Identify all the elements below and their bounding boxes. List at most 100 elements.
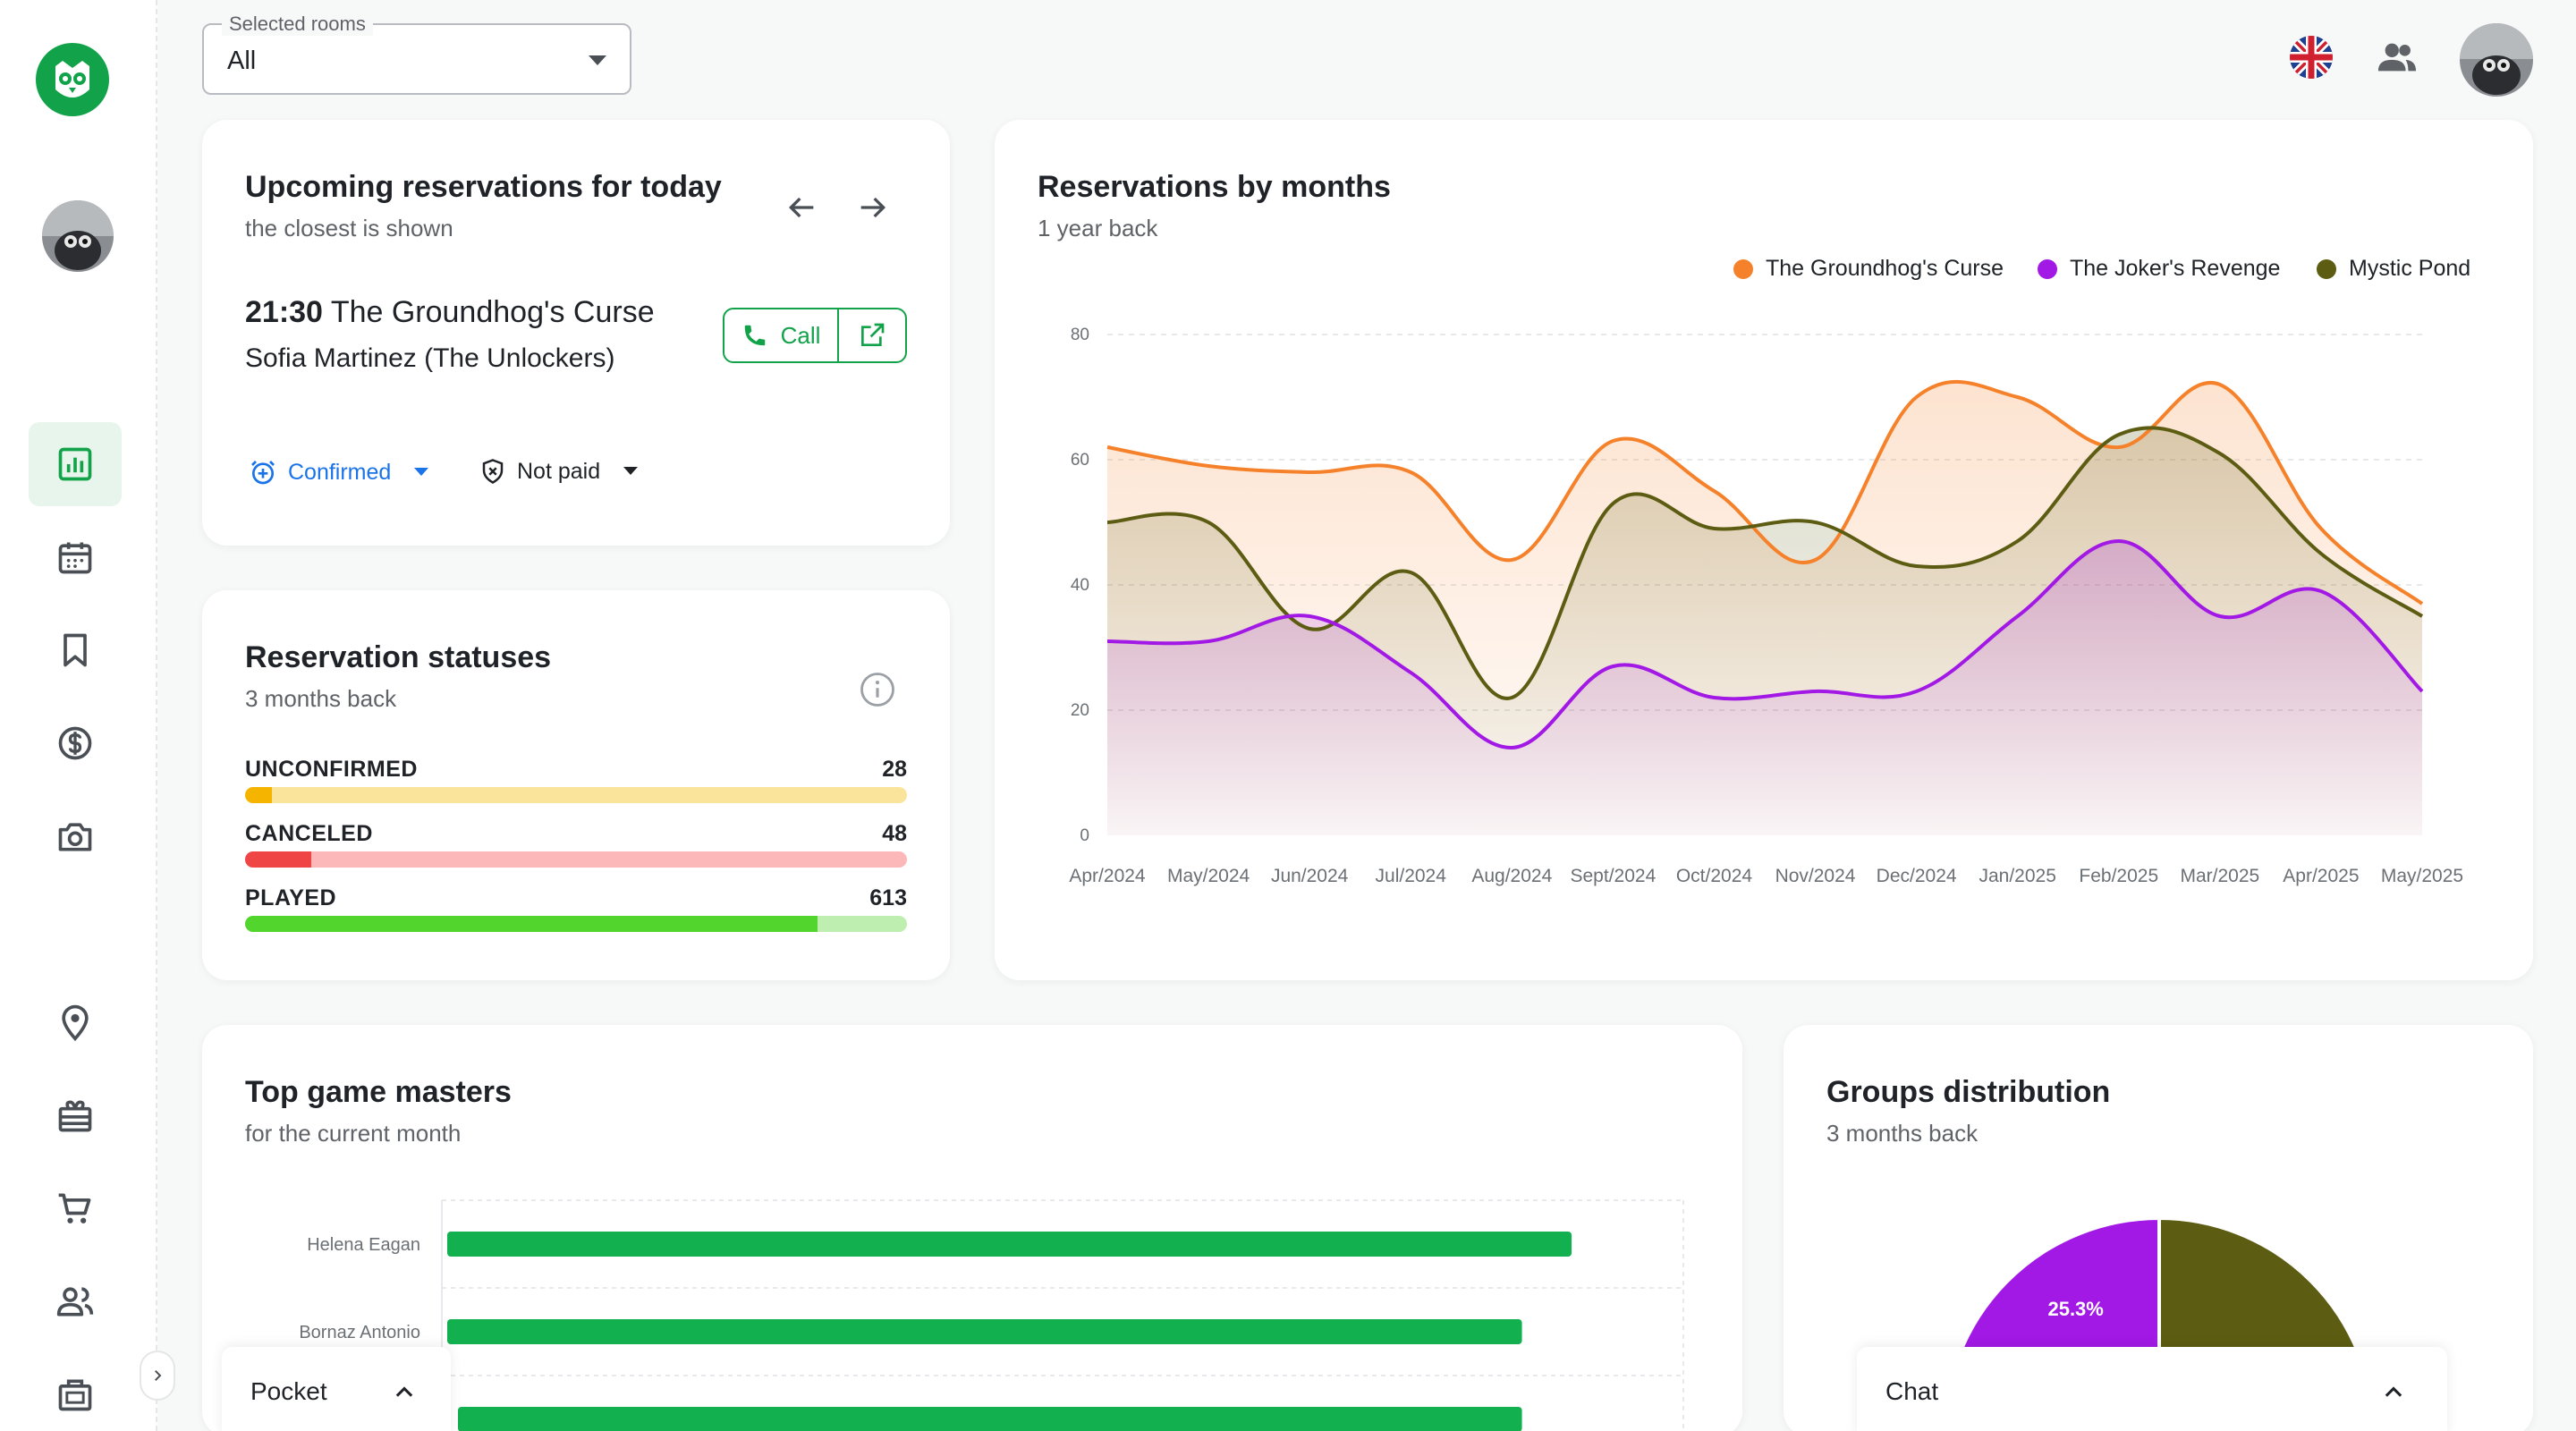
chat-panel[interactable]: Chat <box>1857 1347 2447 1431</box>
upcoming-subtitle: the closest is shown <box>245 215 453 241</box>
reservation-time-room: 21:30 The Groundhog's Curse <box>245 295 655 330</box>
nav-users[interactable] <box>29 1259 122 1343</box>
game-master-bar <box>447 1232 1572 1257</box>
open-reservation-button[interactable] <box>839 309 905 361</box>
legend-swatch <box>2317 258 2336 279</box>
language-button[interactable] <box>2286 32 2336 82</box>
x-tick-label: Jul/2024 <box>1376 866 1447 886</box>
contact-button-group: Call <box>723 308 907 363</box>
shield-x-icon <box>482 459 504 484</box>
status-value: 613 <box>869 885 907 910</box>
info-button[interactable] <box>859 671 896 713</box>
caret-down-icon <box>623 467 639 475</box>
status-label: CANCELED <box>245 821 373 846</box>
status-progress-fill <box>245 787 272 803</box>
series-area <box>1107 541 2422 835</box>
nav-calendar[interactable] <box>29 515 122 599</box>
y-tick-label: 60 <box>1071 451 1089 470</box>
x-tick-label: Dec/2024 <box>1877 866 1957 886</box>
team-button[interactable] <box>2372 32 2422 82</box>
previous-reservation-button[interactable] <box>780 186 823 229</box>
game-master-name: Helena Eagan <box>307 1235 420 1255</box>
legend-label: The Joker's Revenge <box>2070 256 2281 281</box>
series-line <box>1106 380 2424 605</box>
bar-chart-icon <box>58 447 92 481</box>
sidebar-avatar[interactable] <box>42 200 114 272</box>
nav-locations[interactable] <box>29 980 122 1064</box>
game-master-bar <box>458 1407 1522 1431</box>
nav-vouchers[interactable] <box>29 1073 122 1157</box>
x-tick-label: Nov/2024 <box>1775 866 1856 886</box>
reservations-by-months-card: Reservations by months 1 year back The G… <box>995 120 2533 980</box>
chat-label: Chat <box>1885 1377 1939 1405</box>
y-tick-label: 40 <box>1071 576 1089 595</box>
statuses-subtitle: 3 months back <box>245 685 397 712</box>
arrow-right-icon <box>860 197 886 218</box>
nav-bookmarks[interactable] <box>29 608 122 692</box>
reservation-statuses-card: Reservation statuses 3 months back UNCON… <box>202 590 950 980</box>
series-line <box>1106 538 2424 750</box>
legend-item[interactable]: Mystic Pond <box>2317 256 2470 282</box>
pocket-label: Pocket <box>250 1377 327 1405</box>
y-tick-label: 20 <box>1071 701 1089 720</box>
game-master-name: Bornaz Antonio <box>299 1323 420 1342</box>
room-select-label: Selected rooms <box>222 13 373 36</box>
status-value: 28 <box>882 757 907 782</box>
users-icon <box>2377 43 2417 72</box>
x-tick-label: Feb/2025 <box>2079 866 2158 886</box>
call-button-label: Call <box>780 321 821 349</box>
user-avatar[interactable] <box>2460 23 2533 97</box>
calendar-icon <box>58 542 92 574</box>
status-progress-bar <box>245 851 907 868</box>
room-select[interactable]: Selected rooms All <box>202 13 631 95</box>
groups-subtitle: 3 months back <box>1826 1120 1979 1147</box>
owl-logo-icon[interactable] <box>36 43 109 116</box>
bookmark-icon <box>64 633 87 667</box>
reservation-person: Sofia Martinez (The Unlockers) <box>245 343 615 373</box>
call-button[interactable]: Call <box>724 309 839 361</box>
game-master-bar <box>447 1319 1522 1344</box>
reservations-chart-title: Reservations by months <box>1038 170 1391 204</box>
nav-photos[interactable] <box>29 794 122 878</box>
x-tick-label: Apr/2025 <box>2283 866 2359 886</box>
reservations-chart-subtitle: 1 year back <box>1038 215 1158 241</box>
upcoming-reservations-card: Upcoming reservations for today the clos… <box>202 120 950 546</box>
game-masters-title: Top game masters <box>245 1075 512 1109</box>
chevron-up-icon <box>2385 1386 2402 1397</box>
caret-down-icon <box>414 468 429 476</box>
dollar-icon <box>58 726 92 760</box>
status-progress-bar <box>245 916 907 932</box>
nav-dashboard[interactable] <box>29 422 122 506</box>
x-tick-label: May/2024 <box>1167 866 1250 886</box>
sidebar <box>0 0 157 1431</box>
sidebar-collapse-button[interactable] <box>140 1351 175 1401</box>
confirmation-status-dropdown[interactable]: Confirmed <box>249 458 429 487</box>
status-value: 48 <box>882 821 907 846</box>
reservations-area-chart: 0 20 40 60 80 Apr/2024 May/2024 Jun/2024 Jul/202… <box>1069 326 2463 886</box>
nav-inventory[interactable] <box>29 1352 122 1431</box>
x-tick-label: Oct/2024 <box>1676 866 1753 886</box>
legend-item[interactable]: The Groundhog's Curse <box>1733 256 2004 282</box>
status-progress-bar <box>245 787 907 803</box>
payment-status-label: Not paid <box>517 458 601 484</box>
groups-title: Groups distribution <box>1826 1075 2111 1109</box>
next-reservation-button[interactable] <box>852 186 894 229</box>
x-tick-label: Aug/2024 <box>1471 866 1552 886</box>
confirmation-status-label: Confirmed <box>288 459 392 485</box>
uk-flag-icon <box>2290 36 2333 79</box>
legend-label: Mystic Pond <box>2349 256 2471 281</box>
status-progress-fill <box>245 851 311 868</box>
caret-down-icon <box>589 55 606 65</box>
box-icon <box>58 1379 92 1411</box>
series-line <box>1106 426 2424 700</box>
reservation-room: The Groundhog's Curse <box>330 295 655 329</box>
nav-shop[interactable] <box>29 1166 122 1250</box>
payment-status-dropdown[interactable]: Not paid <box>479 458 639 485</box>
pocket-panel[interactable]: Pocket <box>222 1347 451 1431</box>
arrow-left-icon <box>788 197 814 218</box>
game-masters-bar-chart: Helena Eagan Bornaz Antonio <box>299 1199 1684 1431</box>
x-tick-label: Apr/2024 <box>1069 866 1146 886</box>
reservation-time: 21:30 <box>245 295 323 329</box>
nav-payments[interactable] <box>29 701 122 785</box>
legend-item[interactable]: The Joker's Revenge <box>2038 256 2280 282</box>
